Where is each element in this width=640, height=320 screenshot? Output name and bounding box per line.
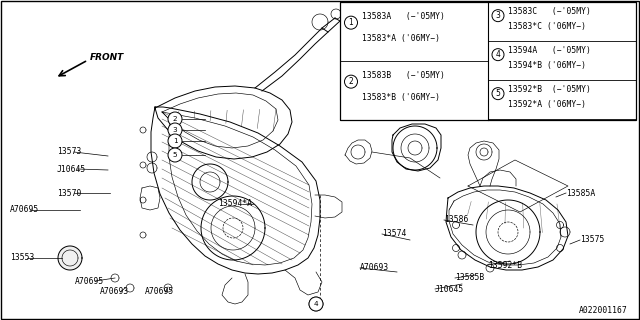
Text: A70695: A70695 [75, 276, 104, 285]
Text: A022001167: A022001167 [579, 306, 628, 315]
Text: 2: 2 [173, 116, 177, 122]
Text: 13583*B ('06MY−): 13583*B ('06MY−) [362, 93, 440, 102]
Text: 13583C   (−'05MY): 13583C (−'05MY) [508, 7, 591, 16]
Text: 4: 4 [314, 301, 318, 307]
Text: 13585A: 13585A [566, 188, 595, 197]
Text: J10645: J10645 [57, 164, 86, 173]
Text: 2: 2 [349, 77, 353, 86]
Text: 13553: 13553 [10, 253, 35, 262]
Text: 13592*A ('06MY−): 13592*A ('06MY−) [508, 100, 586, 109]
Text: A70693: A70693 [360, 263, 389, 273]
Text: 13573: 13573 [57, 148, 81, 156]
Text: 13585B: 13585B [455, 274, 484, 283]
Text: 13574: 13574 [382, 229, 406, 238]
Text: 4: 4 [495, 50, 500, 59]
Polygon shape [58, 246, 82, 270]
Circle shape [309, 297, 323, 311]
Text: A70695: A70695 [145, 287, 174, 297]
Text: ®: ® [339, 91, 347, 100]
Text: 13575: 13575 [580, 236, 604, 244]
Circle shape [168, 123, 182, 137]
Circle shape [168, 148, 182, 162]
Text: 4: 4 [314, 301, 318, 307]
Text: 13594A   (−'05MY): 13594A (−'05MY) [508, 46, 591, 55]
Text: 13583B   (−'05MY): 13583B (−'05MY) [362, 71, 445, 80]
Circle shape [168, 134, 182, 148]
Text: A70693: A70693 [100, 287, 129, 297]
Text: A70695: A70695 [10, 205, 39, 214]
Text: 1: 1 [349, 18, 353, 27]
Text: 3: 3 [495, 11, 500, 20]
Text: J10645: J10645 [435, 284, 464, 293]
Text: 1: 1 [173, 138, 177, 144]
Text: 13586: 13586 [444, 215, 468, 225]
Text: 13594*A: 13594*A [218, 199, 252, 209]
Text: 13570: 13570 [57, 188, 81, 197]
Circle shape [168, 112, 182, 126]
Text: 13592*B: 13592*B [488, 260, 522, 269]
Bar [340, 2, 636, 120]
Text: 5: 5 [173, 152, 177, 158]
Text: 5: 5 [495, 89, 500, 98]
Text: 13583*A ('06MY−): 13583*A ('06MY−) [362, 34, 440, 43]
Text: 13583A   (−'05MY): 13583A (−'05MY) [362, 12, 445, 21]
Text: FRONT: FRONT [90, 52, 124, 61]
Text: 3: 3 [173, 127, 177, 133]
Text: 13583*C ('06MY−): 13583*C ('06MY−) [508, 22, 586, 31]
Polygon shape [367, 97, 373, 103]
Text: ®: ® [364, 107, 372, 113]
Text: 13592*B  (−'05MY): 13592*B (−'05MY) [508, 85, 591, 94]
Polygon shape [309, 297, 323, 311]
Text: 13594*B ('06MY−): 13594*B ('06MY−) [508, 61, 586, 70]
